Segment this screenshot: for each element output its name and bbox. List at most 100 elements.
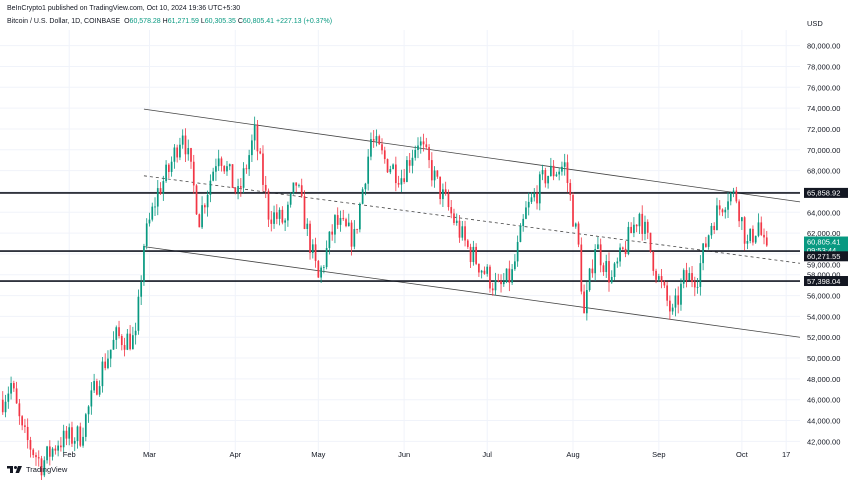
candle-body: [195, 185, 198, 215]
candle-body: [566, 162, 569, 183]
low-label: L: [200, 18, 205, 25]
candle-body: [289, 193, 292, 205]
candle-body: [334, 215, 336, 235]
candle-body: [237, 186, 239, 193]
time-tick-label: 17: [782, 450, 790, 459]
candle-body: [732, 190, 735, 194]
candle-body: [40, 458, 43, 476]
change-value: +227.13 (+0.37%): [276, 18, 333, 25]
open-label: O: [124, 18, 130, 25]
candle-body: [674, 295, 677, 308]
candle-body: [760, 222, 763, 235]
candle-body: [12, 383, 15, 389]
candle-body: [735, 190, 738, 202]
candle-body: [422, 141, 425, 145]
price-tick-label: 59,000.00: [807, 260, 840, 269]
candle-body: [577, 223, 580, 245]
candle-body: [680, 283, 682, 305]
candle-body: [724, 209, 727, 213]
candle-body: [508, 268, 511, 283]
candle-body: [151, 206, 154, 220]
candle-body: [458, 220, 461, 238]
candle-body: [533, 193, 536, 198]
candle-body: [203, 205, 206, 208]
time-tick-label: Feb: [63, 450, 76, 459]
price-tick-label: 52,000.00: [807, 333, 840, 342]
candle-body: [635, 224, 638, 227]
candle-body: [408, 160, 411, 166]
candle-body: [574, 223, 577, 227]
candle-body: [608, 261, 610, 283]
candle-body: [270, 219, 273, 224]
candle-body: [253, 124, 256, 141]
candle-body: [328, 231, 331, 249]
brand[interactable]: TradingView: [7, 465, 67, 474]
time-tick-label: Oct: [736, 450, 749, 459]
candle-body: [1, 399, 4, 413]
candle-body: [718, 205, 721, 210]
candle-body: [273, 212, 275, 224]
publish-note: BeInCrypto1 published on TradingView.com…: [7, 5, 241, 12]
candle-body: [123, 345, 126, 350]
candle-body: [741, 217, 743, 222]
candle-body: [278, 209, 281, 219]
symbol-legend[interactable]: Bitcoin / U.S. Dollar, 1D, COINBASE O 60,…: [7, 18, 332, 25]
candle-body: [104, 361, 107, 369]
candle-body: [527, 201, 530, 208]
candle-body: [126, 333, 129, 350]
trendlines[interactable]: [143, 108, 801, 338]
candle-body: [223, 165, 226, 172]
price-tick-label: 56,000.00: [807, 292, 840, 301]
candle-body: [248, 155, 250, 170]
candle-body: [597, 244, 599, 250]
candle-body: [162, 181, 165, 194]
candle-body: [394, 164, 397, 184]
candle-body: [275, 212, 278, 219]
candle-body: [461, 226, 464, 238]
candle-body: [657, 276, 660, 280]
horizontal-levels[interactable]: [0, 192, 800, 282]
candle-body: [502, 282, 505, 285]
candle-body: [514, 261, 516, 270]
price-tick-label: 50,000.00: [807, 354, 840, 363]
low-value: 60,305.35: [204, 18, 236, 25]
candle-body: [491, 288, 494, 291]
candle-body: [585, 290, 588, 314]
candle-body: [552, 165, 555, 177]
candle-body: [580, 244, 583, 292]
candle-body: [90, 390, 93, 407]
candle-body: [267, 190, 270, 220]
candle-body: [702, 243, 704, 264]
price-tags: 65,858.92 57,398.04 60,805.4109:53:4460,27…: [804, 187, 848, 287]
candle-body: [757, 222, 760, 236]
candle-body: [192, 161, 195, 186]
candle-body: [599, 244, 602, 266]
candle-body: [184, 135, 187, 155]
candle-body: [262, 153, 264, 185]
candle-body: [134, 330, 137, 336]
symbol-title[interactable]: Bitcoin / U.S. Dollar, 1D, COINBASE: [7, 18, 121, 25]
time-tick-label: Sep: [652, 450, 665, 459]
time-axis[interactable]: Feb Mar Apr May Jun Jul Aug Sep Oct 17: [63, 450, 791, 459]
candle-body: [466, 240, 469, 247]
candle-body: [65, 430, 68, 439]
candle-body: [444, 189, 447, 194]
candle-body: [76, 426, 79, 441]
candle-body: [190, 148, 192, 162]
currency-label[interactable]: USD: [807, 19, 823, 28]
candle-body: [522, 218, 525, 226]
close-label: C: [237, 18, 243, 25]
candle-body: [35, 455, 37, 458]
candle-body: [145, 223, 148, 247]
candle-body: [716, 205, 718, 231]
candle-body: [691, 273, 693, 282]
candle-body: [519, 225, 522, 242]
candle-body: [389, 169, 392, 173]
candle-body: [547, 176, 549, 184]
candle-body: [323, 267, 325, 268]
candle-body: [154, 206, 156, 208]
level-tag-text: 60,271.55: [807, 252, 840, 261]
candle-body: [54, 448, 57, 451]
